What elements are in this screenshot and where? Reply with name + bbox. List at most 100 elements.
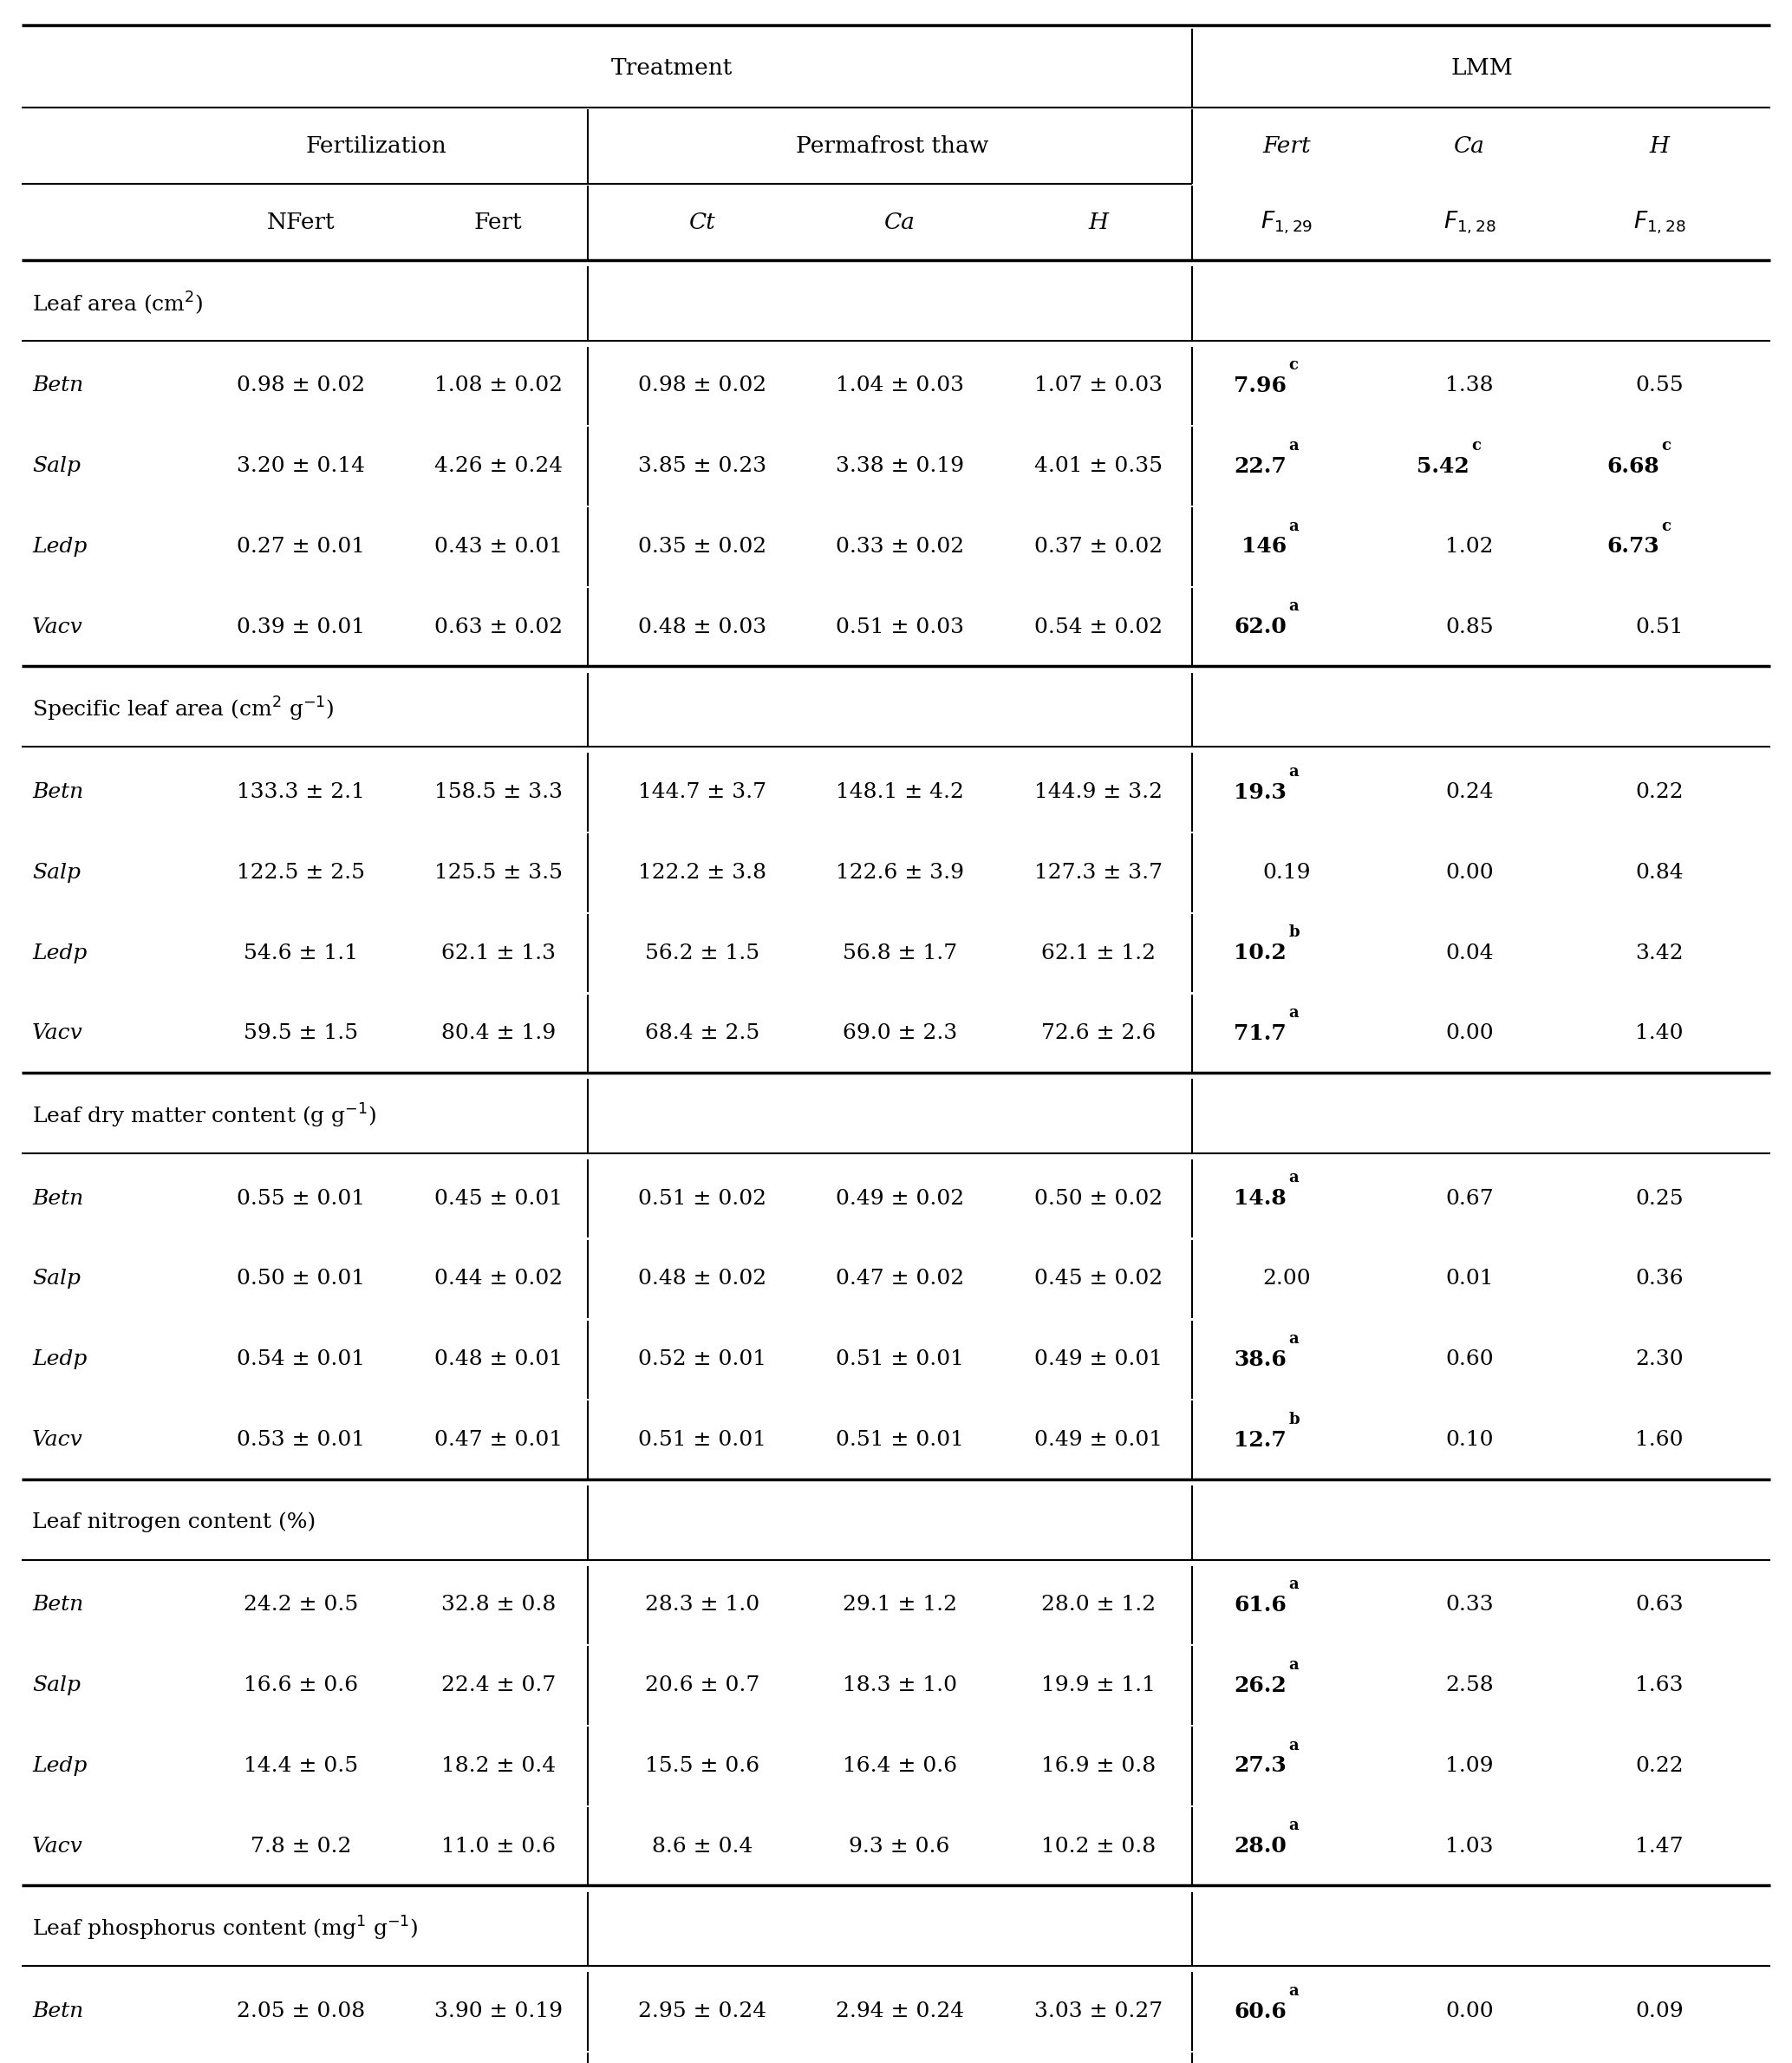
Text: Betn: Betn (32, 782, 84, 803)
Text: 10.2: 10.2 (1235, 943, 1287, 963)
Text: 127.3 ± 3.7: 127.3 ± 3.7 (1034, 862, 1163, 883)
Text: 144.7 ± 3.7: 144.7 ± 3.7 (638, 782, 767, 803)
Text: 0.00: 0.00 (1446, 2001, 1493, 2022)
Text: 56.2 ± 1.5: 56.2 ± 1.5 (645, 943, 760, 963)
Text: 28.0 ± 1.2: 28.0 ± 1.2 (1041, 1595, 1156, 1615)
Text: 61.6: 61.6 (1235, 1595, 1287, 1615)
Text: 1.47: 1.47 (1636, 1836, 1683, 1857)
Text: Salp: Salp (32, 1269, 81, 1289)
Text: 0.51 ± 0.02: 0.51 ± 0.02 (638, 1188, 767, 1209)
Text: 15.5 ± 0.6: 15.5 ± 0.6 (645, 1756, 760, 1776)
Text: 68.4 ± 2.5: 68.4 ± 2.5 (645, 1023, 760, 1044)
Text: Leaf nitrogen content (%): Leaf nitrogen content (%) (32, 1512, 315, 1533)
Text: 0.47 ± 0.01: 0.47 ± 0.01 (434, 1430, 563, 1450)
Text: NFert: NFert (267, 212, 335, 233)
Text: a: a (1288, 763, 1299, 780)
Text: 0.49 ± 0.01: 0.49 ± 0.01 (1034, 1430, 1163, 1450)
Text: 29.1 ± 1.2: 29.1 ± 1.2 (842, 1595, 957, 1615)
Text: 7.8 ± 0.2: 7.8 ± 0.2 (251, 1836, 351, 1857)
Text: 0.55: 0.55 (1636, 375, 1683, 396)
Text: Salp: Salp (32, 456, 81, 477)
Text: 1.60: 1.60 (1636, 1430, 1683, 1450)
Text: 11.0 ± 0.6: 11.0 ± 0.6 (441, 1836, 556, 1857)
Text: 0.54 ± 0.02: 0.54 ± 0.02 (1034, 617, 1163, 637)
Text: 0.60: 0.60 (1446, 1349, 1493, 1370)
Text: 0.54 ± 0.01: 0.54 ± 0.01 (237, 1349, 366, 1370)
Text: Betn: Betn (32, 2001, 84, 2022)
Text: a: a (1288, 1818, 1299, 1834)
Text: H: H (1088, 212, 1109, 233)
Text: 0.33 ± 0.02: 0.33 ± 0.02 (835, 536, 964, 557)
Text: 122.6 ± 3.9: 122.6 ± 3.9 (835, 862, 964, 883)
Text: a: a (1288, 1331, 1299, 1347)
Text: 22.4 ± 0.7: 22.4 ± 0.7 (441, 1675, 556, 1696)
Text: Betn: Betn (32, 1188, 84, 1209)
Text: 122.5 ± 2.5: 122.5 ± 2.5 (237, 862, 366, 883)
Text: 0.98 ± 0.02: 0.98 ± 0.02 (638, 375, 767, 396)
Text: 0.48 ± 0.02: 0.48 ± 0.02 (638, 1269, 767, 1289)
Text: 62.1 ± 1.2: 62.1 ± 1.2 (1041, 943, 1156, 963)
Text: 62.1 ± 1.3: 62.1 ± 1.3 (441, 943, 556, 963)
Text: 0.25: 0.25 (1636, 1188, 1683, 1209)
Text: 2.94 ± 0.24: 2.94 ± 0.24 (835, 2001, 964, 2022)
Text: 148.1 ± 4.2: 148.1 ± 4.2 (835, 782, 964, 803)
Text: 0.44 ± 0.02: 0.44 ± 0.02 (434, 1269, 563, 1289)
Text: Specific leaf area (cm$^2$ g$^{-1}$): Specific leaf area (cm$^2$ g$^{-1}$) (32, 695, 335, 724)
Text: 6.68: 6.68 (1607, 456, 1659, 477)
Text: 0.00: 0.00 (1446, 862, 1493, 883)
Text: 18.3 ± 1.0: 18.3 ± 1.0 (842, 1675, 957, 1696)
Text: a: a (1288, 1170, 1299, 1186)
Text: 0.45 ± 0.01: 0.45 ± 0.01 (434, 1188, 563, 1209)
Text: Vacv: Vacv (32, 1836, 82, 1857)
Text: a: a (1288, 598, 1299, 615)
Text: 71.7: 71.7 (1235, 1023, 1287, 1044)
Text: 0.33: 0.33 (1446, 1595, 1493, 1615)
Text: 3.42: 3.42 (1636, 943, 1683, 963)
Text: 0.63: 0.63 (1636, 1595, 1683, 1615)
Text: H: H (1649, 136, 1670, 157)
Text: 60.6: 60.6 (1235, 2001, 1287, 2022)
Text: Fert: Fert (1263, 136, 1310, 157)
Text: 0.04: 0.04 (1446, 943, 1493, 963)
Text: a: a (1288, 437, 1299, 454)
Text: 0.51 ± 0.01: 0.51 ± 0.01 (835, 1430, 964, 1450)
Text: 0.85: 0.85 (1446, 617, 1493, 637)
Text: 0.49 ± 0.01: 0.49 ± 0.01 (1034, 1349, 1163, 1370)
Text: 27.3: 27.3 (1235, 1756, 1287, 1776)
Text: 12.7: 12.7 (1235, 1430, 1287, 1450)
Text: 26.2: 26.2 (1235, 1675, 1287, 1696)
Text: 2.95 ± 0.24: 2.95 ± 0.24 (638, 2001, 767, 2022)
Text: 0.49 ± 0.02: 0.49 ± 0.02 (835, 1188, 964, 1209)
Text: Ledp: Ledp (32, 1756, 88, 1776)
Text: a: a (1288, 1737, 1299, 1754)
Text: Ct: Ct (690, 212, 715, 233)
Text: 0.39 ± 0.01: 0.39 ± 0.01 (237, 617, 366, 637)
Text: 0.43 ± 0.01: 0.43 ± 0.01 (434, 536, 563, 557)
Text: 3.85 ± 0.23: 3.85 ± 0.23 (638, 456, 767, 477)
Text: 0.51 ± 0.01: 0.51 ± 0.01 (638, 1430, 767, 1450)
Text: 0.24: 0.24 (1446, 782, 1493, 803)
Text: 146: 146 (1242, 536, 1287, 557)
Text: Permafrost thaw: Permafrost thaw (796, 136, 989, 157)
Text: 18.2 ± 0.4: 18.2 ± 0.4 (441, 1756, 556, 1776)
Text: 4.01 ± 0.35: 4.01 ± 0.35 (1034, 456, 1163, 477)
Text: 8.6 ± 0.4: 8.6 ± 0.4 (652, 1836, 753, 1857)
Text: 14.4 ± 0.5: 14.4 ± 0.5 (244, 1756, 358, 1776)
Text: 14.8: 14.8 (1235, 1188, 1287, 1209)
Text: $F_{1,29}$: $F_{1,29}$ (1260, 210, 1314, 235)
Text: 24.2 ± 0.5: 24.2 ± 0.5 (244, 1595, 358, 1615)
Text: c: c (1471, 437, 1480, 454)
Text: Vacv: Vacv (32, 1430, 82, 1450)
Text: 0.10: 0.10 (1446, 1430, 1493, 1450)
Text: 0.48 ± 0.01: 0.48 ± 0.01 (434, 1349, 563, 1370)
Text: c: c (1661, 437, 1670, 454)
Text: $F_{1,28}$: $F_{1,28}$ (1633, 210, 1686, 235)
Text: 20.6 ± 0.7: 20.6 ± 0.7 (645, 1675, 760, 1696)
Text: 2.58: 2.58 (1446, 1675, 1493, 1696)
Text: Ca: Ca (883, 212, 916, 233)
Text: 56.8 ± 1.7: 56.8 ± 1.7 (842, 943, 957, 963)
Text: 28.3 ± 1.0: 28.3 ± 1.0 (645, 1595, 760, 1615)
Text: 69.0 ± 2.3: 69.0 ± 2.3 (842, 1023, 957, 1044)
Text: b: b (1288, 924, 1299, 941)
Text: 1.04 ± 0.03: 1.04 ± 0.03 (835, 375, 964, 396)
